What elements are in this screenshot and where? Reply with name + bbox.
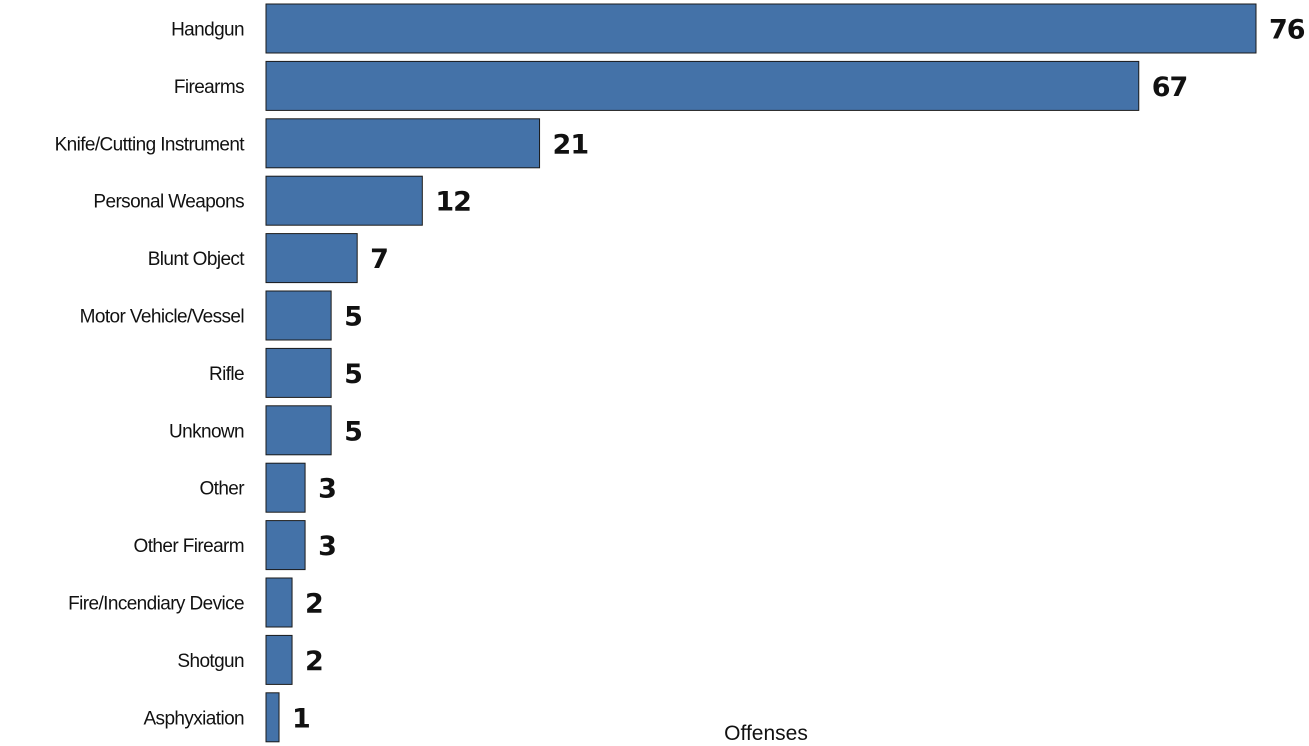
value-label: 2 (305, 646, 323, 677)
category-label: Motor Vehicle/Vessel (80, 307, 244, 328)
value-label: 5 (344, 416, 362, 447)
category-label: Other (199, 479, 245, 500)
category-label: Asphyxiation (143, 708, 244, 729)
category-labels: Handgun Firearms Knife/Cutting Instrument P… (55, 20, 246, 730)
category-label: Unknown (169, 421, 244, 442)
value-label: 67 (1152, 72, 1188, 103)
bar (265, 233, 358, 284)
category-label: Personal Weapons (93, 192, 244, 213)
bar (265, 405, 332, 456)
value-label: 7 (370, 244, 388, 275)
bar (265, 462, 306, 513)
bar (265, 290, 332, 341)
value-label: 76 (1269, 15, 1305, 46)
value-label: 12 (435, 187, 471, 218)
category-label: Other Firearm (134, 536, 244, 557)
bar (265, 118, 541, 169)
category-label: Handgun (171, 20, 244, 41)
category-label: Knife/Cutting Instrument (55, 134, 246, 155)
value-label: 1 (292, 703, 310, 734)
category-label: Fire/Incendiary Device (68, 594, 244, 615)
value-label: 21 (553, 129, 589, 160)
category-label: Blunt Object (148, 249, 246, 270)
bar (265, 634, 293, 685)
category-label: Shotgun (177, 651, 244, 672)
value-label: 3 (318, 531, 336, 562)
category-label: Rifle (209, 364, 244, 385)
bar (265, 175, 423, 226)
bar (265, 347, 332, 398)
value-label: 3 (318, 474, 336, 505)
value-label: 5 (344, 302, 362, 333)
x-axis-title: Offenses (724, 722, 808, 745)
bar (265, 577, 293, 628)
bar (265, 3, 1257, 54)
bars-group (265, 3, 1257, 743)
bar (265, 520, 306, 571)
bar (265, 692, 280, 743)
value-label: 5 (344, 359, 362, 390)
value-label: 2 (305, 589, 323, 620)
bar (265, 60, 1140, 111)
category-label: Firearms (174, 77, 244, 98)
